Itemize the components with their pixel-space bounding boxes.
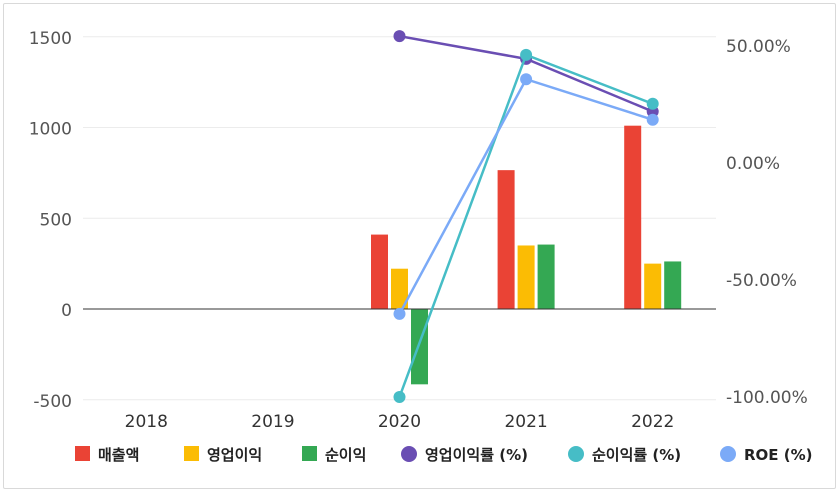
legend-label: 매출액	[98, 446, 139, 464]
category-label: 2020	[378, 412, 421, 432]
bar	[497, 170, 515, 309]
series-point	[520, 73, 533, 86]
legend-marker	[568, 446, 584, 462]
left-tick-label: 1000	[29, 120, 72, 140]
legend-marker	[720, 446, 736, 462]
category-label: 2021	[504, 412, 547, 432]
series-point	[393, 307, 406, 320]
left-tick-label: -500	[33, 392, 72, 412]
bar	[371, 234, 388, 309]
line-series	[393, 30, 659, 403]
category-label: 2018	[125, 412, 168, 432]
legend-label: 영업이익률 (%)	[425, 446, 528, 464]
legend-label: 순이익률 (%)	[592, 446, 681, 464]
right-tick-label: -50.00%	[726, 271, 797, 291]
series-point	[393, 391, 406, 403]
bar	[644, 263, 662, 309]
right-tick-label: -100.00%	[726, 388, 808, 408]
bar	[517, 245, 535, 309]
chart-frame	[3, 3, 836, 489]
left-tick-label: 0	[61, 301, 72, 321]
legend-swatch	[75, 446, 90, 461]
category-labels: 2018 2019 2020 2021 2022	[125, 412, 675, 432]
series-line	[398, 53, 654, 398]
legend-swatch	[302, 446, 317, 461]
left-tick-label: 1500	[29, 29, 72, 49]
series-point	[646, 113, 659, 126]
bar	[391, 268, 408, 309]
legend-label: 영업이익	[207, 446, 262, 464]
bar	[624, 125, 642, 309]
series-point	[646, 97, 659, 110]
right-tick-label: 50.00%	[726, 37, 791, 57]
left-axis-ticks: 1500 1000 500 0 -500	[29, 29, 72, 412]
bar	[537, 244, 555, 309]
bars	[371, 125, 682, 385]
right-axis-ticks: 50.00% 0.00% -50.00% -100.00%	[726, 37, 808, 408]
legend-swatch	[184, 446, 199, 461]
legend-label: 순이익	[325, 446, 366, 464]
category-label: 2019	[251, 412, 294, 432]
left-tick-label: 500	[40, 210, 72, 230]
bar	[411, 309, 428, 385]
legend-label: ROE (%)	[744, 446, 813, 464]
right-tick-label: 0.00%	[726, 154, 780, 174]
legend-marker	[401, 446, 417, 462]
legend: 매출액 영업이익 순이익 영업이익률 (%) 순이익률 (%) ROE (%)	[75, 446, 813, 464]
series-point	[393, 30, 406, 43]
bar	[664, 261, 682, 309]
series-point	[520, 48, 533, 61]
category-label: 2022	[631, 412, 674, 432]
